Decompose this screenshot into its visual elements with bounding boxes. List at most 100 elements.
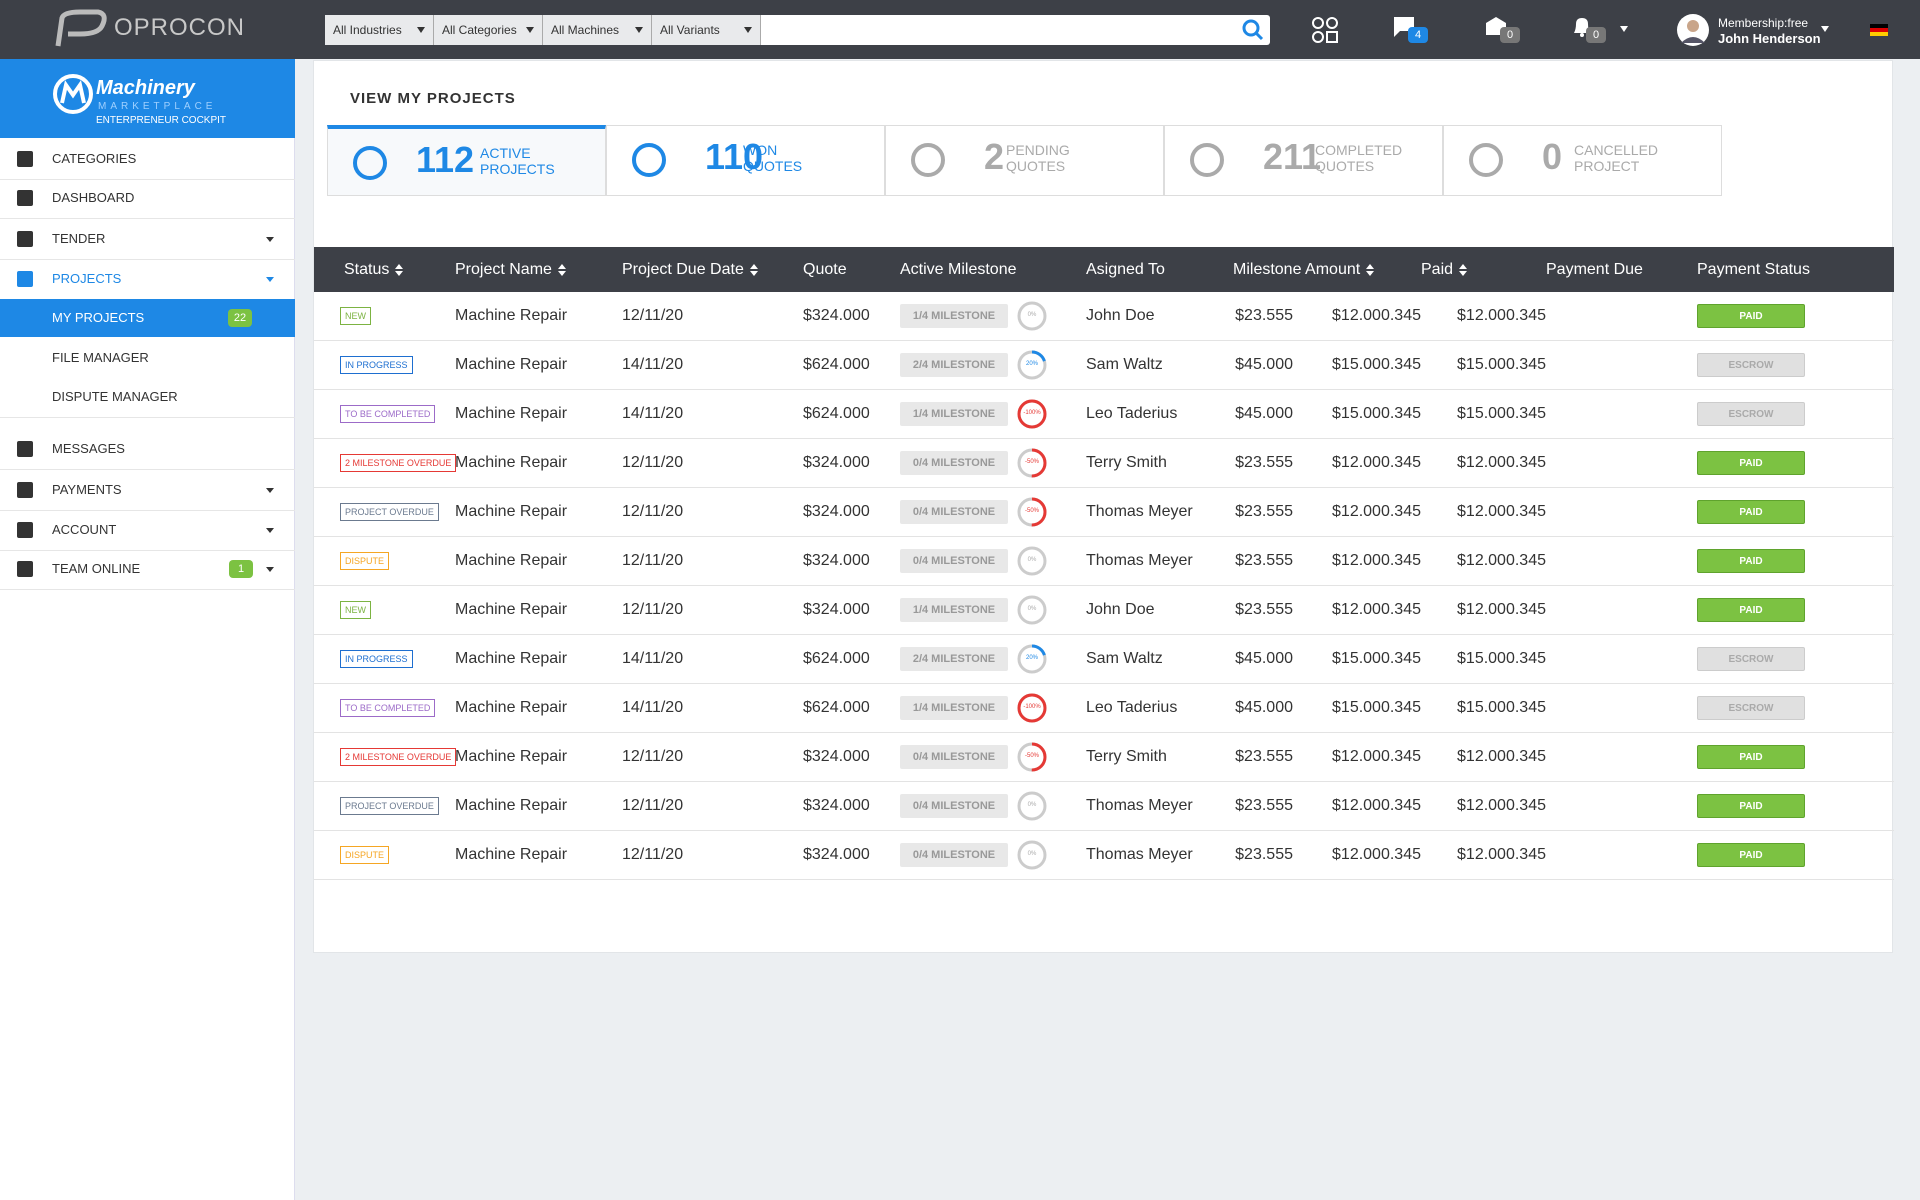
stat-label: QUOTES [1006, 158, 1066, 174]
due-date: 12/11/20 [622, 503, 684, 520]
quote: $624.000 [803, 356, 870, 373]
sort-icon [395, 264, 404, 276]
assigned-to: Thomas Meyer [1086, 797, 1193, 814]
milestone-badge: 1/4 MILESTONE [900, 696, 1008, 720]
payment-status[interactable]: PAID [1697, 500, 1805, 524]
filter-dropdown[interactable]: All Machines [543, 15, 652, 45]
column-header[interactable]: Project Due Date [622, 261, 744, 278]
project-name: Machine Repair [455, 552, 568, 569]
project-name: Machine Repair [455, 454, 568, 471]
column-header[interactable]: Milestone Amount [1233, 261, 1361, 278]
menu-divider [0, 510, 295, 511]
payment-status[interactable]: ESCROW [1697, 696, 1805, 720]
menu-divider [0, 259, 295, 260]
payment-status[interactable]: ESCROW [1697, 647, 1805, 671]
status-badge: NEW [340, 601, 371, 619]
menu-item[interactable]: DISPUTE MANAGER [52, 389, 178, 404]
payment-status[interactable]: PAID [1697, 304, 1805, 328]
search-box[interactable] [761, 15, 1270, 45]
assigned-to: Thomas Meyer [1086, 503, 1193, 520]
menu-item[interactable]: TENDER [52, 231, 106, 246]
payment-status[interactable]: PAID [1697, 598, 1805, 622]
paid: $12.000.345 [1332, 503, 1421, 520]
table-row: DISPUTE Machine Repair 12/11/20 $324.000 0/4… [314, 537, 1894, 586]
menu-item[interactable]: TEAM ONLINE [52, 561, 141, 576]
menu-item[interactable]: FILE MANAGER [52, 350, 149, 365]
caret [417, 27, 425, 33]
assigned-to: John Doe [1086, 307, 1155, 324]
progress-label: -50% [1024, 753, 1039, 759]
filter-dropdown[interactable]: All Industries [325, 15, 434, 45]
assigned-to: Leo Taderius [1086, 405, 1178, 422]
filter-dropdown[interactable]: All Categories [434, 15, 543, 45]
progress-ring [1017, 742, 1047, 772]
menu-item[interactable]: MY PROJECTS [52, 310, 145, 325]
stat-label: CANCELLED [1574, 142, 1659, 158]
brand-sub: MARKETPLACE [98, 101, 217, 112]
quote: $324.000 [803, 748, 870, 765]
assigned-to: Terry Smith [1086, 454, 1167, 471]
milestone-amount: $23.555 [1235, 601, 1293, 618]
menu-item[interactable]: PROJECTS [52, 271, 122, 286]
menu-item[interactable]: DASHBOARD [52, 190, 135, 205]
quote: $324.000 [803, 503, 870, 520]
caret [635, 27, 643, 33]
menu-item[interactable]: CATEGORIES [52, 151, 137, 166]
status-badge: IN PROGRESS [340, 650, 413, 668]
column-header: Quote [803, 261, 847, 278]
project-name: Machine Repair [455, 797, 568, 814]
payment-due: $15.000.345 [1457, 650, 1546, 667]
status-badge: DISPUTE [340, 846, 390, 864]
table-row: PROJECT OVERDUE Machine Repair 12/11/20 $32… [314, 782, 1894, 831]
progress-ring [1017, 693, 1047, 723]
sort-icon [749, 264, 758, 276]
payment-status[interactable]: ESCROW [1697, 402, 1805, 426]
stat-label: PROJECTS [480, 161, 555, 177]
paid: $15.000.345 [1332, 356, 1421, 373]
paid: $12.000.345 [1332, 552, 1421, 569]
column-header[interactable]: Project Name [455, 261, 552, 278]
paid: $12.000.345 [1332, 601, 1421, 618]
cockpit-label: ENTERPRENEUR COCKPIT [96, 115, 227, 126]
user-name[interactable]: John Henderson [1718, 31, 1821, 46]
menu-item[interactable]: ACCOUNT [52, 522, 117, 537]
due-date: 12/11/20 [622, 601, 684, 618]
menu-item[interactable]: MESSAGES [52, 441, 125, 456]
payment-status[interactable]: ESCROW [1697, 353, 1805, 377]
column-header: Payment Due [1546, 261, 1643, 278]
progress-ring [1017, 644, 1047, 674]
table-row: PROJECT OVERDUE Machine Repair 12/11/20 $32… [314, 488, 1894, 537]
sort-icon [1366, 264, 1375, 276]
quote: $624.000 [803, 650, 870, 667]
progress-label: 0% [1027, 606, 1037, 612]
payment-due: $12.000.345 [1457, 454, 1546, 471]
payment-status[interactable]: PAID [1697, 549, 1805, 573]
progress-label: 0% [1027, 557, 1037, 563]
filter-dropdown[interactable]: All Variants [652, 15, 761, 45]
brand-block: Machinery MARKETPLACE ENTERPRENEUR COCKP… [0, 59, 295, 138]
page-title: VIEW MY PROJECTS [350, 90, 516, 107]
caret [266, 237, 274, 242]
payment-status[interactable]: PAID [1697, 843, 1805, 867]
payment-status[interactable]: PAID [1697, 794, 1805, 818]
progress-label: -100% [1023, 704, 1041, 710]
milestone-amount: $45.000 [1235, 405, 1293, 422]
chat-icon [1394, 17, 1414, 37]
milestone-amount: $45.000 [1235, 356, 1293, 373]
table-row: IN PROGRESS Machine Repair 14/11/20 $624.00… [314, 341, 1894, 390]
milestone-amount: $23.555 [1235, 846, 1293, 863]
due-date: 12/11/20 [622, 552, 684, 569]
menu-icon [17, 561, 33, 577]
stat-label: ACTIVE [480, 145, 531, 161]
assigned-to: Sam Waltz [1086, 650, 1163, 667]
paid: $12.000.345 [1332, 846, 1421, 863]
column-header[interactable]: Status [344, 261, 390, 278]
payment-status[interactable]: PAID [1697, 451, 1805, 475]
payment-status[interactable]: PAID [1697, 745, 1805, 769]
status-badge: NEW [340, 307, 371, 325]
milestone-badge: 2/4 MILESTONE [900, 647, 1008, 671]
column-header[interactable]: Paid [1421, 261, 1454, 278]
notification-badge: 4 [1408, 27, 1428, 43]
menu-divider [0, 218, 295, 219]
menu-item[interactable]: PAYMENTS [52, 482, 122, 497]
